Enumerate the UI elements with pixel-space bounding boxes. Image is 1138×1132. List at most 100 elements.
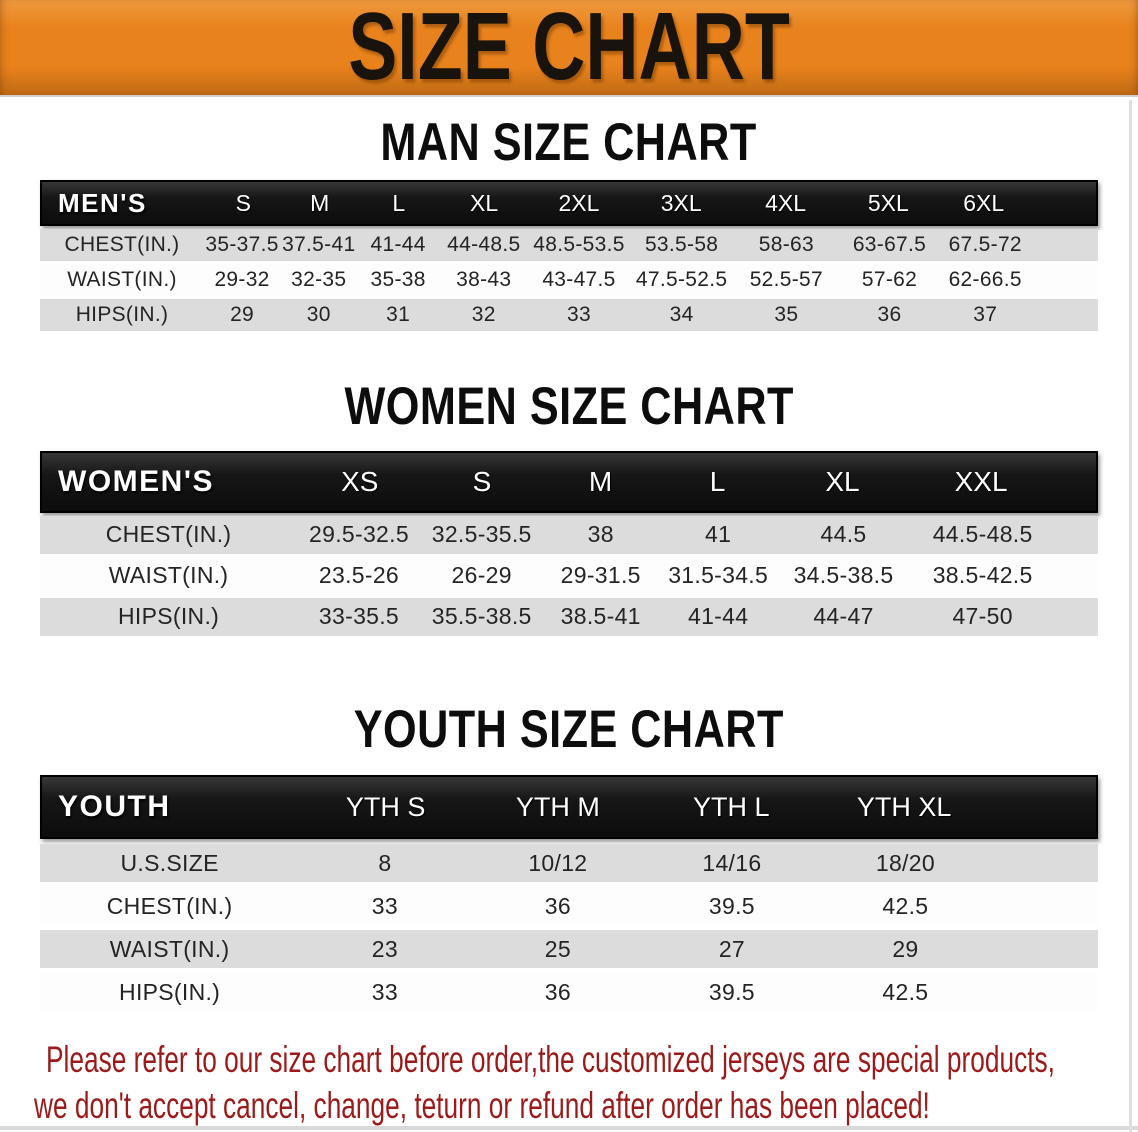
size-value-cell: 53.5-58 <box>644 233 719 257</box>
size-column-header: XL <box>825 465 860 497</box>
youth-size-table: YOUTH YTH S YTH M YTH L YTH XL U.S.SIZE 8 10/12… <box>40 775 1098 1012</box>
size-value-cell: 30 <box>306 303 331 327</box>
size-value-cell: 38-43 <box>456 268 512 292</box>
table-row-u-s-size: U.S.SIZE 8 10/12 14/16 18/20 <box>40 844 1098 883</box>
row-label-hips-in: HIPS(IN.) <box>119 978 221 1005</box>
page-bottom-edge <box>0 1126 1138 1130</box>
size-value-cell: 63-67.5 <box>852 233 927 257</box>
size-column-header: S <box>472 465 492 497</box>
row-label-chest-in: CHEST(IN.) <box>106 892 233 919</box>
size-value-cell: 34 <box>669 303 694 327</box>
section-heading-women: WOMEN SIZE CHART <box>40 376 1098 436</box>
row-label-chest-in: CHEST(IN.) <box>64 233 180 257</box>
size-column-header: M <box>588 465 613 497</box>
size-column-header: 5XL <box>867 189 909 216</box>
size-value-cell: 32.5-35.5 <box>431 521 532 548</box>
row-label-waist-in: WAIST(IN.) <box>108 562 229 589</box>
banner: SIZE CHART <box>0 0 1138 100</box>
size-value-cell: 38.5-42.5 <box>932 562 1033 589</box>
size-value-cell: 37 <box>973 303 998 327</box>
women-table-title: WOMEN'S <box>58 464 214 498</box>
size-value-cell: 39.5 <box>708 978 755 1005</box>
size-value-cell: 39.5 <box>708 892 755 919</box>
size-value-cell: 47-50 <box>952 603 1013 630</box>
size-value-cell: 41-44 <box>370 233 426 257</box>
section-youth: YOUTH SIZE CHART YOUTH YTH S YTH M YTH L YTH … <box>40 698 1098 1012</box>
size-value-cell: 38 <box>587 521 614 548</box>
women-table-header-row: WOMEN'S XS S M L XL XXL <box>40 450 1098 513</box>
men-table-header-row: MEN'S S M L XL 2XL 3XL 4XL 5XL 6XL <box>40 180 1098 227</box>
page-right-edge <box>1129 100 1132 1132</box>
size-value-cell: 41-44 <box>687 603 749 630</box>
row-label-chest-in: CHEST(IN.) <box>105 521 232 548</box>
size-value-cell: 23 <box>371 935 398 962</box>
table-row-hips-in: HIPS(IN.) 33 36 39.5 42.5 <box>40 973 1098 1012</box>
size-value-cell: 35-38 <box>370 268 426 292</box>
size-value-cell: 38.5-41 <box>560 603 641 630</box>
table-row-chest-in: CHEST(IN.) 35-37.5 37.5-41 41-44 44-48.5 48.5… <box>40 229 1098 262</box>
size-column-header: YTH XL <box>856 791 952 822</box>
size-value-cell: 52.5-57 <box>749 268 824 292</box>
size-value-cell: 33-35.5 <box>318 603 400 630</box>
youth-table-header-row: YOUTH YTH S YTH M YTH L YTH XL <box>40 775 1098 840</box>
table-row-chest-in: CHEST(IN.) 33 36 39.5 42.5 <box>40 887 1098 926</box>
size-value-cell: 37.5-41 <box>282 233 356 257</box>
size-value-cell: 34.5-38.5 <box>793 562 894 589</box>
size-value-cell: 48.5-53.5 <box>533 233 625 257</box>
size-value-cell: 29 <box>892 935 919 962</box>
row-label-hips-in: HIPS(IN.) <box>75 303 169 327</box>
size-column-header: XS <box>341 465 379 497</box>
size-value-cell: 29-31.5 <box>560 562 641 589</box>
size-value-cell: 44.5 <box>820 521 867 548</box>
size-value-cell: 31.5-34.5 <box>668 562 769 589</box>
size-value-cell: 35-37.5 <box>205 233 279 257</box>
table-row-hips-in: HIPS(IN.) 29 30 31 32 33 34 35 36 37 <box>40 299 1098 332</box>
size-value-cell: 29.5-32.5 <box>309 521 409 548</box>
row-label-u-s-size: U.S.SIZE <box>120 849 219 876</box>
section-heading-youth: YOUTH SIZE CHART <box>40 698 1098 758</box>
size-value-cell: 43-47.5 <box>542 268 616 292</box>
section-heading-men: MAN SIZE CHART <box>40 111 1098 172</box>
size-value-cell: 8 <box>378 849 392 876</box>
size-value-cell: 33 <box>567 303 591 327</box>
row-label-hips-in: HIPS(IN.) <box>118 603 220 630</box>
size-column-header: 4XL <box>765 189 807 216</box>
size-value-cell: 14/16 <box>702 849 762 876</box>
women-size-table: WOMEN'S XS S M L XL XXL CHEST(IN.) 29.5-32.5 32.5… <box>40 450 1098 636</box>
size-column-header: YTH L <box>693 791 770 822</box>
row-label-waist-in: WAIST(IN.) <box>109 935 230 962</box>
men-size-table: MEN'S S M L XL 2XL 3XL 4XL 5XL 6XL CHEST(IN.) 35-37… <box>40 180 1098 332</box>
size-value-cell: 32-35 <box>291 268 347 292</box>
size-value-cell: 32 <box>471 303 496 327</box>
size-value-cell: 29 <box>230 303 255 327</box>
table-row-chest-in: CHEST(IN.) 29.5-32.5 32.5-35.5 38 41 44.5 44.5… <box>40 515 1098 554</box>
size-value-cell: 58-63 <box>758 233 814 257</box>
size-value-cell: 47.5-52.5 <box>635 268 728 292</box>
size-value-cell: 35.5-38.5 <box>431 603 532 630</box>
section-heading-text: WOMEN SIZE CHART <box>344 376 794 436</box>
size-value-cell: 36 <box>544 892 571 919</box>
size-value-cell: 42.5 <box>882 892 929 919</box>
size-value-cell: 27 <box>718 935 745 962</box>
size-value-cell: 35 <box>774 303 799 327</box>
banner-title: SIZE CHART <box>348 0 790 101</box>
youth-table-title: YOUTH <box>58 790 171 824</box>
section-heading-text: MAN SIZE CHART <box>380 111 758 172</box>
size-column-header: XXL <box>954 465 1008 497</box>
size-value-cell: 57-62 <box>861 268 918 292</box>
row-label-waist-in: WAIST(IN.) <box>67 268 177 292</box>
section-men: MAN SIZE CHART MEN'S S M L XL 2XL 3XL 4XL 5XL 6XL C… <box>40 111 1098 332</box>
size-chart-sections: MAN SIZE CHART MEN'S S M L XL 2XL 3XL 4XL 5XL 6XL C… <box>0 111 1138 1012</box>
size-value-cell: 33 <box>371 892 398 919</box>
size-value-cell: 23.5-26 <box>318 562 400 589</box>
size-column-header: L <box>392 189 406 216</box>
section-heading-text: YOUTH SIZE CHART <box>353 698 785 758</box>
table-row-waist-in: WAIST(IN.) 23.5-26 26-29 29-31.5 31.5-34.5 34… <box>40 556 1098 595</box>
size-value-cell: 26-29 <box>451 562 512 589</box>
size-value-cell: 31 <box>386 303 411 327</box>
size-value-cell: 25 <box>544 935 571 962</box>
size-column-header: S <box>235 189 251 216</box>
table-row-waist-in: WAIST(IN.) 29-32 32-35 35-38 38-43 43-47.5 47.… <box>40 264 1098 297</box>
table-row-hips-in: HIPS(IN.) 33-35.5 35.5-38.5 38.5-41 41-44 44-… <box>40 597 1098 636</box>
